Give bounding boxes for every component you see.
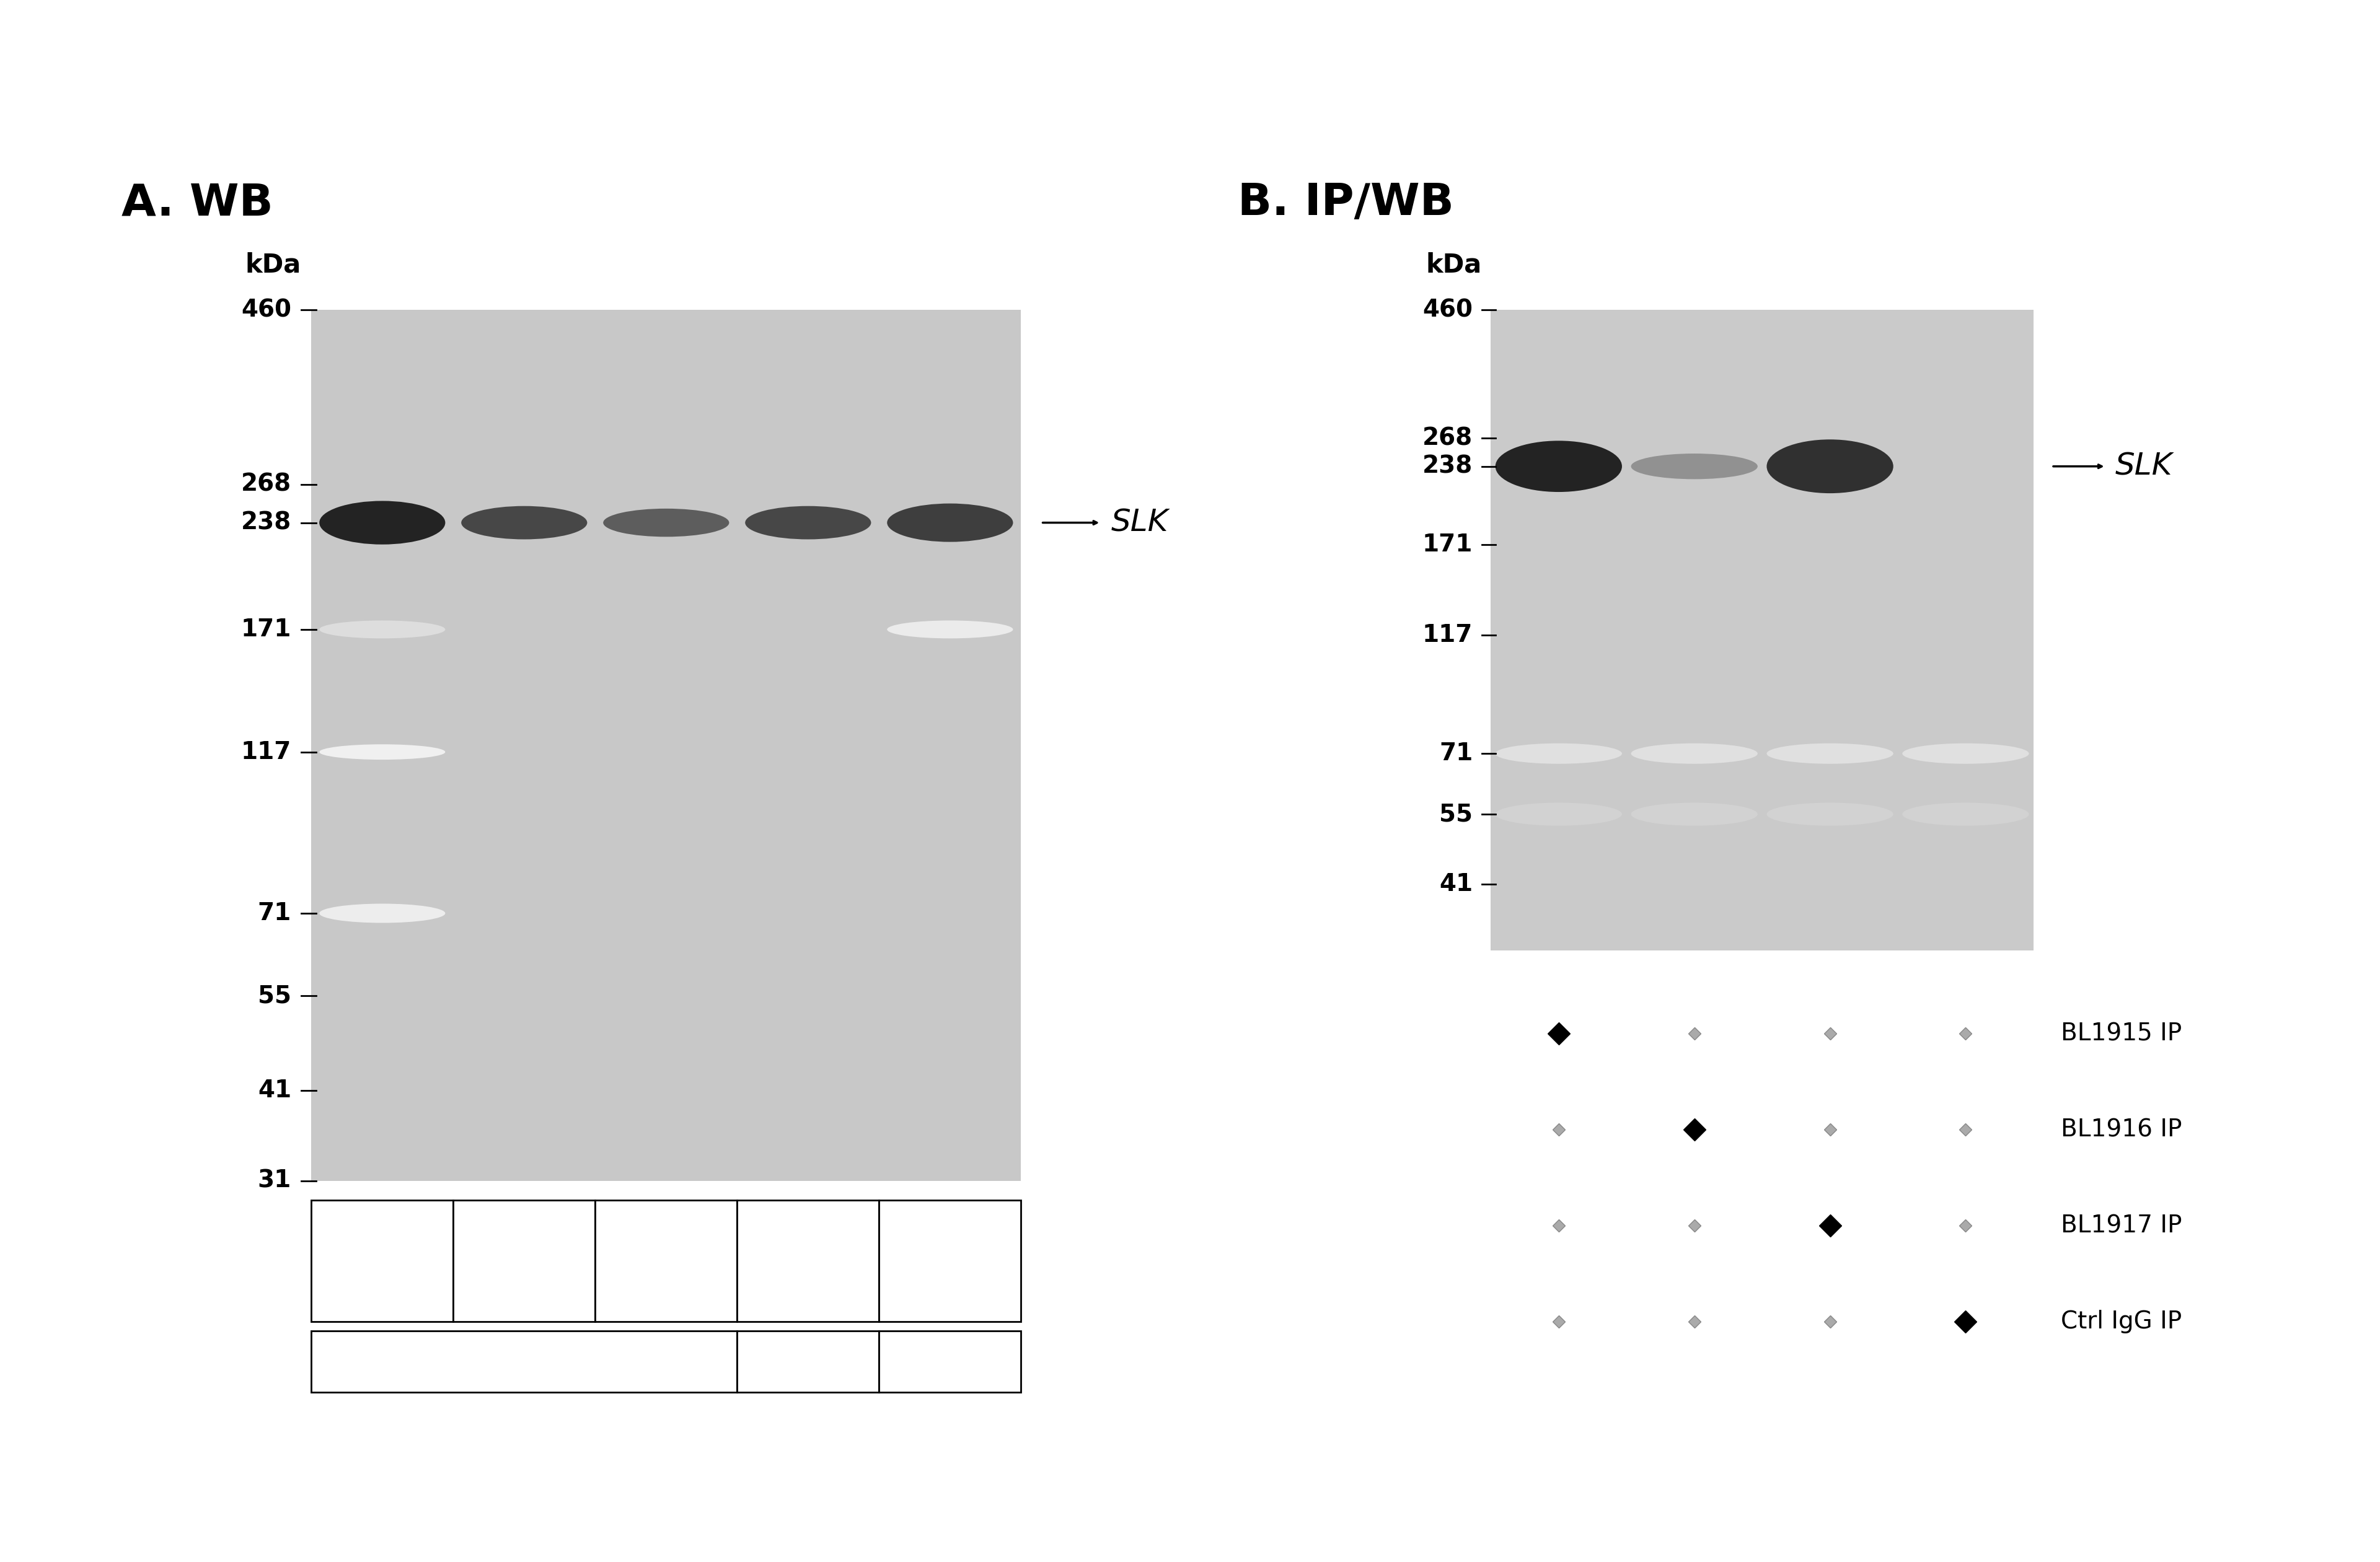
Ellipse shape — [1902, 744, 2028, 764]
Bar — [312, 309, 1021, 1181]
Ellipse shape — [1902, 803, 2028, 826]
Text: 50: 50 — [364, 1248, 400, 1275]
Text: BL1915 IP: BL1915 IP — [2061, 1022, 2182, 1045]
Text: 15: 15 — [507, 1248, 543, 1275]
Ellipse shape — [1495, 803, 1623, 826]
Text: kDa: kDa — [1426, 251, 1483, 278]
Ellipse shape — [602, 509, 728, 537]
Text: 117: 117 — [1423, 623, 1473, 647]
Text: MCF7: MCF7 — [483, 1348, 564, 1375]
Text: SLK: SLK — [1111, 508, 1169, 537]
Ellipse shape — [319, 745, 445, 759]
Ellipse shape — [1766, 439, 1894, 494]
Text: 238: 238 — [1423, 455, 1473, 478]
Text: H: H — [797, 1348, 819, 1375]
Text: 71: 71 — [257, 901, 290, 925]
Text: A. WB: A. WB — [121, 181, 274, 225]
Ellipse shape — [745, 506, 871, 539]
Text: 460: 460 — [1423, 298, 1473, 322]
Ellipse shape — [319, 620, 445, 639]
Bar — [595, 1200, 738, 1321]
Ellipse shape — [1766, 803, 1894, 826]
Text: BL1917 IP: BL1917 IP — [2061, 1214, 2182, 1237]
Text: 268: 268 — [240, 473, 290, 497]
Text: 15: 15 — [933, 1248, 969, 1275]
Ellipse shape — [1495, 440, 1623, 492]
Ellipse shape — [462, 506, 588, 539]
Text: 5: 5 — [657, 1248, 676, 1275]
Text: 55: 55 — [257, 984, 290, 1007]
Ellipse shape — [888, 620, 1014, 639]
Text: 171: 171 — [1423, 533, 1473, 556]
Text: SLK: SLK — [2116, 451, 2173, 481]
Ellipse shape — [888, 503, 1014, 542]
Text: Ctrl IgG IP: Ctrl IgG IP — [2061, 1311, 2182, 1334]
Text: T: T — [940, 1348, 959, 1375]
Text: B. IP/WB: B. IP/WB — [1238, 181, 1454, 225]
Bar — [738, 1331, 878, 1392]
Text: 71: 71 — [1440, 742, 1473, 765]
Text: 41: 41 — [257, 1079, 290, 1103]
Ellipse shape — [1630, 744, 1756, 764]
Bar — [1490, 309, 2033, 950]
Bar — [312, 1200, 452, 1321]
Ellipse shape — [319, 904, 445, 923]
Bar — [878, 1331, 1021, 1392]
Bar — [312, 1331, 738, 1392]
Text: 117: 117 — [240, 740, 290, 764]
Bar — [738, 1200, 878, 1321]
Ellipse shape — [1630, 453, 1756, 480]
Text: 238: 238 — [240, 511, 290, 534]
Ellipse shape — [1495, 744, 1623, 764]
Text: 55: 55 — [1440, 803, 1473, 826]
Bar — [452, 1200, 595, 1321]
Text: 15: 15 — [790, 1248, 826, 1275]
Text: 171: 171 — [240, 617, 290, 642]
Ellipse shape — [319, 501, 445, 545]
Text: 31: 31 — [257, 1168, 290, 1193]
Text: kDa: kDa — [245, 251, 302, 278]
Bar — [878, 1200, 1021, 1321]
Text: 41: 41 — [1440, 872, 1473, 895]
Text: 268: 268 — [1423, 426, 1473, 450]
Ellipse shape — [1630, 803, 1756, 826]
Text: 460: 460 — [240, 298, 290, 322]
Ellipse shape — [1766, 744, 1894, 764]
Text: BL1916 IP: BL1916 IP — [2061, 1118, 2182, 1142]
